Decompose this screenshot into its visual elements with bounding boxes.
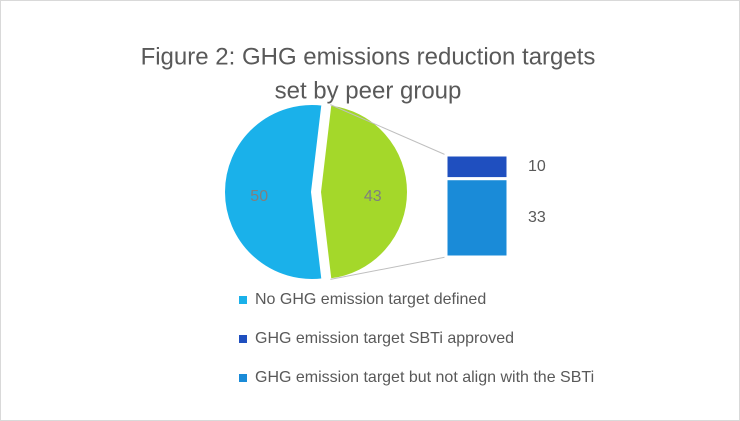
bar-segment [444,153,510,181]
pie-slice [223,103,324,281]
bar-segment [444,177,510,259]
bar-label: 33 [528,209,546,226]
legend-label: GHG emission target but not align with t… [255,369,594,386]
legend-swatch [239,374,247,382]
slice-label: 50 [250,188,268,205]
legend-swatch [239,296,247,304]
legend-label: GHG emission target SBTi approved [255,330,514,347]
bar-label: 10 [528,158,546,175]
chart-title: set by peer group [275,77,462,104]
chart-title: Figure 2: GHG emissions reduction target… [141,43,596,70]
pie-slice [318,103,409,281]
legend-label: No GHG emission target defined [255,291,486,308]
connector [330,104,447,156]
connector [330,256,447,280]
slice-label: 43 [364,188,382,205]
legend-swatch [239,335,247,343]
